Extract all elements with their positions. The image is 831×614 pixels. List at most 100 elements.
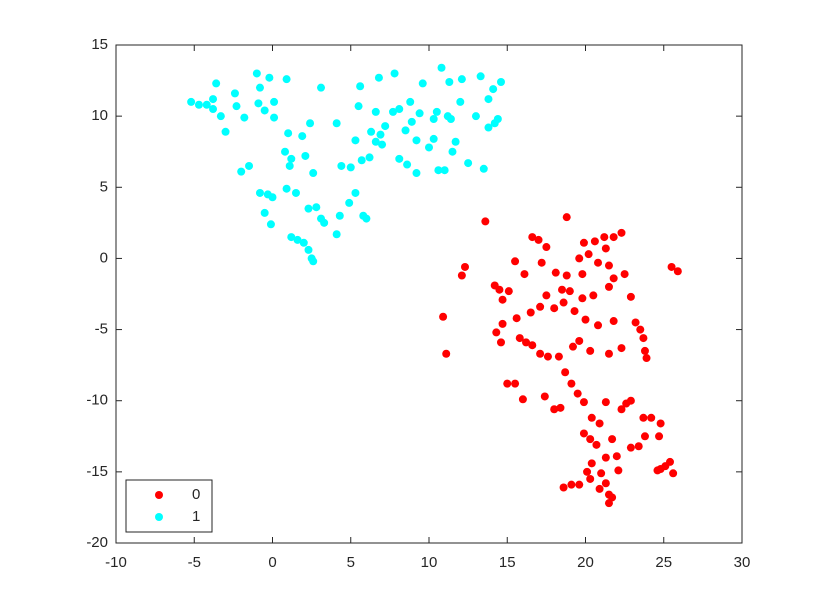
point — [282, 75, 291, 84]
point — [636, 325, 645, 334]
y-tick-label: -20 — [86, 534, 108, 551]
point — [614, 466, 623, 475]
point — [345, 198, 354, 207]
point — [266, 220, 275, 229]
point — [626, 292, 635, 301]
point — [496, 77, 505, 86]
point — [374, 73, 383, 82]
point — [484, 95, 493, 104]
point — [609, 233, 618, 242]
point — [655, 432, 664, 441]
point — [575, 336, 584, 345]
point — [412, 136, 421, 145]
point — [581, 315, 590, 324]
point — [609, 274, 618, 283]
point — [528, 233, 537, 242]
point — [496, 338, 505, 347]
point — [351, 136, 360, 145]
point — [418, 79, 427, 88]
point — [457, 75, 466, 84]
point — [395, 154, 404, 163]
point — [536, 349, 545, 358]
point — [291, 188, 300, 197]
point — [666, 457, 675, 466]
point — [194, 100, 203, 109]
point — [237, 167, 246, 176]
point — [312, 203, 321, 212]
point — [556, 403, 565, 412]
point — [367, 127, 376, 136]
point — [579, 398, 588, 407]
point — [389, 107, 398, 116]
point — [285, 161, 294, 170]
point — [578, 294, 587, 303]
point — [617, 344, 626, 353]
point — [287, 233, 296, 242]
point — [293, 235, 302, 244]
point — [212, 79, 221, 88]
point — [578, 270, 587, 279]
point — [586, 346, 595, 355]
point — [446, 114, 455, 123]
point — [522, 338, 531, 347]
point — [667, 262, 676, 271]
point — [542, 243, 551, 252]
point — [511, 379, 520, 388]
point — [221, 127, 230, 136]
point — [209, 95, 218, 104]
point — [448, 147, 457, 156]
point — [617, 228, 626, 237]
point — [554, 352, 563, 361]
point — [254, 99, 263, 108]
point — [304, 245, 313, 254]
point — [376, 130, 385, 139]
point — [357, 156, 366, 165]
point — [403, 160, 412, 169]
point — [268, 193, 277, 202]
point — [255, 83, 264, 92]
point — [579, 429, 588, 438]
point — [429, 134, 438, 143]
point — [608, 435, 617, 444]
point — [586, 435, 595, 444]
point — [306, 119, 315, 128]
point — [187, 97, 196, 106]
point — [550, 405, 559, 414]
point — [412, 169, 421, 178]
point — [575, 480, 584, 489]
point — [504, 287, 513, 296]
point — [240, 113, 249, 122]
point — [586, 474, 595, 483]
point — [653, 466, 662, 475]
point — [381, 122, 390, 131]
point — [640, 346, 649, 355]
point — [498, 319, 507, 328]
point — [604, 261, 613, 270]
point — [575, 254, 584, 263]
point — [634, 442, 643, 451]
point — [587, 413, 596, 422]
point — [287, 154, 296, 163]
point — [230, 89, 239, 98]
point — [495, 285, 504, 294]
point — [460, 262, 469, 271]
point — [570, 307, 579, 316]
x-tick-label: 0 — [268, 554, 276, 571]
point — [362, 214, 371, 223]
y-tick-label: -15 — [86, 463, 108, 480]
y-tick-label: 15 — [91, 36, 108, 53]
point — [669, 469, 678, 478]
point — [518, 395, 527, 404]
point — [583, 467, 592, 476]
point — [559, 298, 568, 307]
point — [573, 389, 582, 398]
point — [309, 169, 318, 178]
point — [407, 117, 416, 126]
point — [245, 161, 254, 170]
point — [265, 73, 274, 82]
point — [568, 342, 577, 351]
point — [298, 132, 307, 141]
point — [317, 83, 326, 92]
point — [595, 419, 604, 428]
point — [484, 123, 493, 132]
